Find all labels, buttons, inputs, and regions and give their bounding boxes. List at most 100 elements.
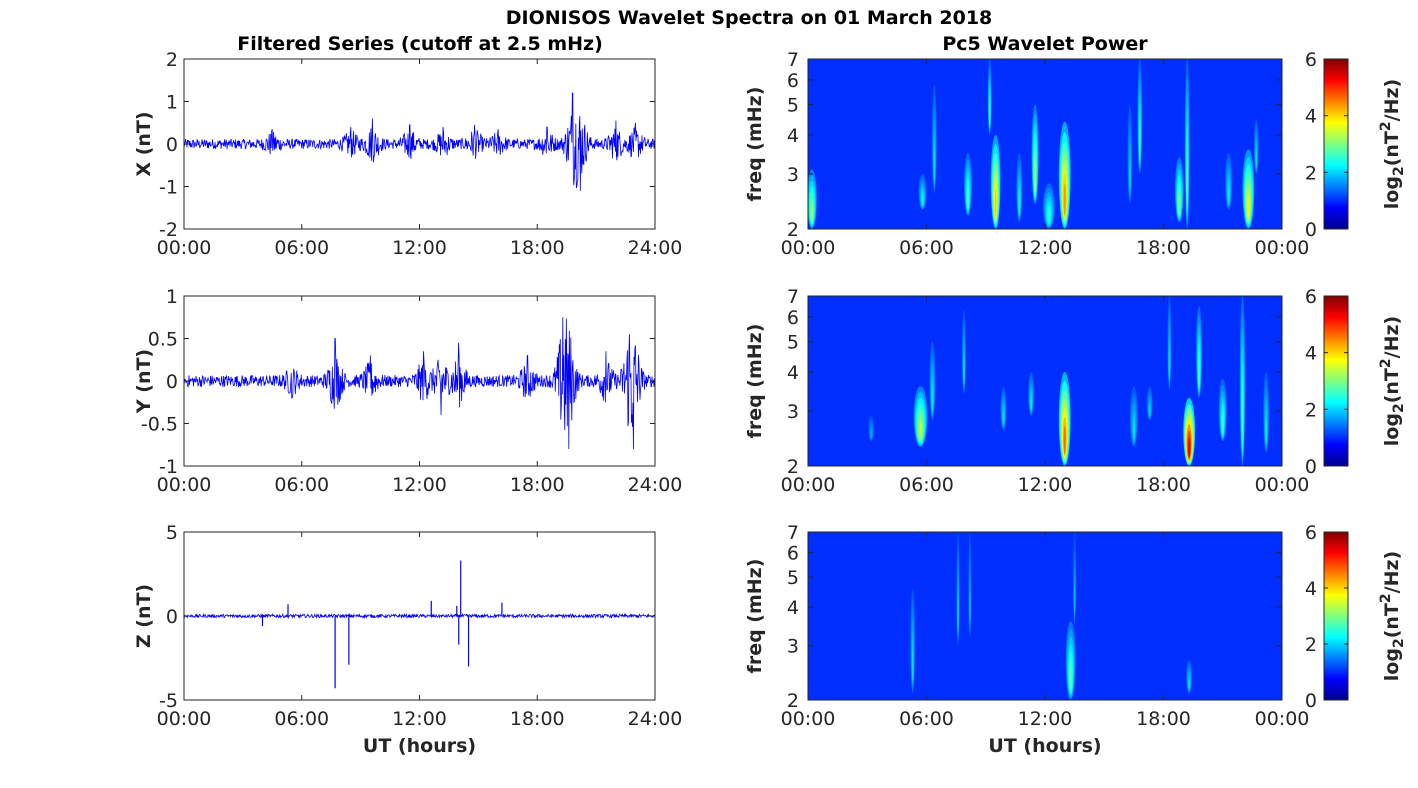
figure-title: DIONISOS Wavelet Spectra on 01 March 201…	[506, 7, 993, 29]
power-layer	[1198, 358, 1200, 387]
y-tick-label: 2	[787, 456, 799, 478]
colorbar-tick-label: 4	[1305, 106, 1317, 128]
colorbar-tick-label: 0	[1305, 456, 1317, 478]
power-layer	[1073, 585, 1076, 614]
y-tick-label: -0.5	[141, 414, 178, 436]
power-feature-14	[1225, 153, 1233, 211]
power-feature-9	[1167, 296, 1172, 391]
power-layer	[811, 203, 813, 222]
y-tick-label: 7	[787, 49, 799, 71]
power-feature-13	[1239, 296, 1246, 466]
y-tick-label: 3	[787, 401, 799, 423]
power-layer	[1241, 393, 1244, 445]
x-axis-label: UT (hours)	[988, 735, 1101, 757]
power-layer	[1133, 421, 1135, 440]
y-tick-label: 0	[166, 371, 178, 393]
colorbar-tick-label: 4	[1305, 578, 1317, 600]
power-layer	[1129, 161, 1131, 192]
colorbar-tick-label: 4	[1305, 343, 1317, 365]
y-tick-label: 0	[166, 606, 178, 628]
x-tick-label: 12:00	[392, 708, 447, 730]
series-trace-x	[184, 92, 655, 191]
y-axis-label: freq (mHz)	[744, 324, 766, 439]
power-feature-1	[918, 173, 927, 211]
power-feature-0	[808, 169, 817, 229]
x-tick-label: 18:00	[510, 474, 565, 496]
power-layer	[994, 189, 997, 218]
power-layer	[919, 421, 922, 440]
power-layer	[969, 592, 971, 624]
y-axis-label: Z (nT)	[133, 584, 155, 648]
power-feature-16	[1253, 118, 1259, 174]
x-axis-label: UT (hours)	[363, 735, 476, 757]
power-layer	[1139, 125, 1141, 160]
x-tick-label: 00:00	[157, 237, 212, 259]
x-tick-label: 06:00	[899, 474, 954, 496]
power-feature-8	[1043, 183, 1055, 229]
colorbar-y: 0 2 4 6 log2(nT2/Hz)	[1305, 286, 1407, 478]
power-feature-3	[1065, 621, 1076, 700]
wavelet-panel-x: 2 3 4 5 67 00:00 06:00 12:00 18:00 00:00 freq (mHz…	[744, 49, 1309, 259]
power-layer	[1247, 195, 1250, 220]
power-feature-2	[929, 341, 936, 421]
y-tick-label: 5	[787, 567, 799, 589]
y-tick-label: 7	[787, 286, 799, 308]
x-tick-label: 00:00	[157, 474, 212, 496]
power-feature-3	[964, 153, 972, 217]
x-tick-label: 12:00	[1018, 237, 1073, 259]
wavelet-panel-y: 2 3 4 5 67 00:00 06:00 12:00 18:00 00:00 freq (mHz…	[744, 286, 1309, 496]
power-feature-7	[1129, 386, 1138, 448]
y-tick-label: -2	[159, 219, 178, 241]
power-layer	[1227, 185, 1230, 203]
colorbar-label: log2(nT2/Hz)	[1378, 551, 1407, 681]
power-layer	[1265, 418, 1267, 443]
colorbar-gradient	[1323, 531, 1349, 701]
colorbar-gradient	[1323, 58, 1349, 230]
heatmap-features	[910, 532, 1193, 700]
x-tick-label: 06:00	[899, 237, 954, 259]
power-feature-1	[956, 532, 960, 646]
power-layer	[957, 597, 959, 632]
power-feature-5	[1028, 371, 1035, 416]
y-tick-label: 3	[787, 164, 799, 186]
y-tick-label: -1	[159, 456, 178, 478]
power-feature-4	[1000, 386, 1007, 431]
x-tick-label: 06:00	[274, 237, 329, 259]
power-feature-7	[1031, 104, 1039, 205]
power-feature-0	[910, 588, 916, 694]
power-layer	[1188, 679, 1190, 690]
power-layer	[931, 386, 934, 411]
series-panel-y: -1 -0.5 0 0.5 1 00:00 06:00 12:00 18:00 24:00 Y (n…	[133, 286, 682, 496]
power-layer	[988, 102, 991, 126]
y-tick-label: 2	[787, 219, 799, 241]
y-tick-label: 4	[787, 125, 799, 147]
series-panel-x: -2 -1 0 1 2 00:00 06:00 12:00 18:00 24:00 X (nT)	[133, 49, 682, 259]
power-layer	[1002, 411, 1005, 425]
x-tick-label: 06:00	[274, 474, 329, 496]
y-axis-label: freq (mHz)	[744, 559, 766, 674]
y-tick-label: 5	[787, 95, 799, 117]
power-feature-5	[1186, 659, 1193, 694]
power-feature-4	[1073, 532, 1077, 625]
power-feature-15	[1242, 149, 1255, 229]
power-layer	[911, 648, 914, 681]
y-tick-label: 6	[787, 543, 799, 565]
power-feature-6	[1058, 371, 1071, 466]
x-tick-label: 18:00	[1136, 708, 1191, 730]
x-tick-label: 12:00	[1018, 708, 1073, 730]
colorbar-tick-label: 2	[1305, 162, 1317, 184]
y-axis-label: freq (mHz)	[744, 87, 766, 202]
colorbar-tick-label: 6	[1305, 49, 1317, 71]
power-feature-8	[1146, 386, 1153, 421]
colorbar-tick-label: 0	[1305, 690, 1317, 712]
power-layer	[1063, 183, 1066, 216]
y-axis-label: X (nT)	[133, 111, 155, 176]
y-tick-label: 3	[787, 636, 799, 658]
power-feature-2	[932, 84, 937, 194]
y-tick-label: 1	[166, 92, 178, 114]
heatmap-features	[808, 59, 1259, 229]
y-tick-label: 6	[787, 307, 799, 329]
series-trace-y	[184, 317, 655, 450]
power-layer	[933, 147, 936, 180]
x-tick-label: 18:00	[510, 708, 565, 730]
